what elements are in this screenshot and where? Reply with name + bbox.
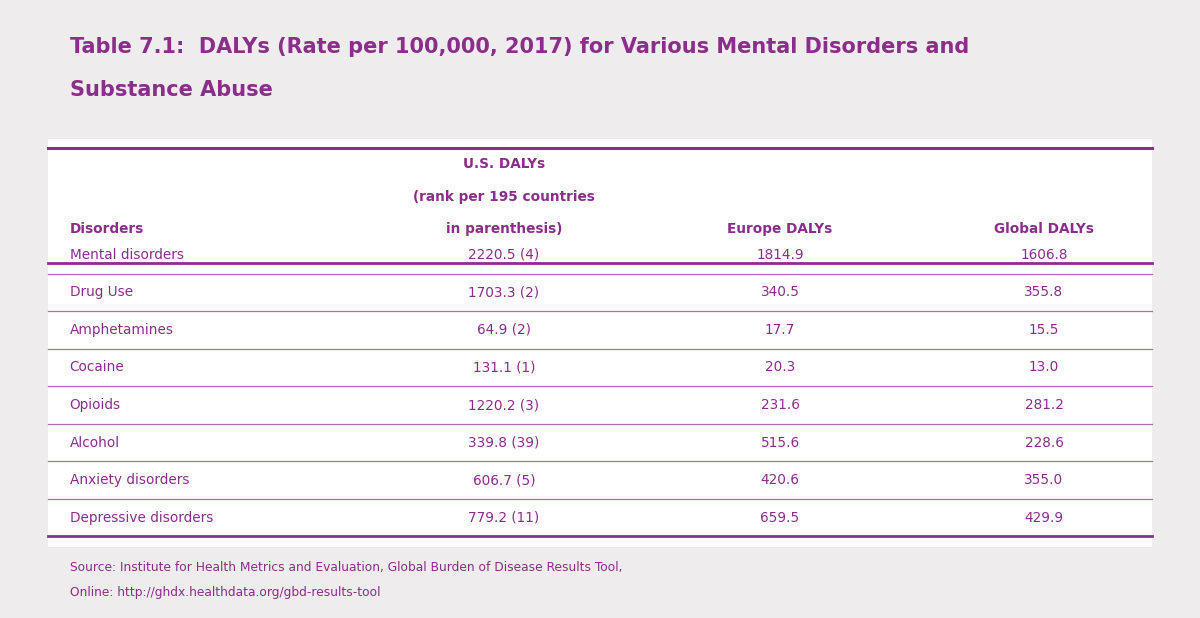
Text: Mental disorders: Mental disorders bbox=[70, 248, 184, 262]
Text: 340.5: 340.5 bbox=[761, 286, 799, 299]
Text: Drug Use: Drug Use bbox=[70, 286, 133, 299]
Text: Europe DALYs: Europe DALYs bbox=[727, 222, 833, 235]
Text: 17.7: 17.7 bbox=[764, 323, 796, 337]
Text: Disorders: Disorders bbox=[70, 222, 144, 235]
Text: Alcohol: Alcohol bbox=[70, 436, 120, 449]
Text: Opioids: Opioids bbox=[70, 398, 121, 412]
Text: 1814.9: 1814.9 bbox=[756, 248, 804, 262]
Text: 13.0: 13.0 bbox=[1028, 360, 1060, 375]
Text: 779.2 (11): 779.2 (11) bbox=[468, 510, 540, 525]
Text: 281.2: 281.2 bbox=[1025, 398, 1063, 412]
Text: Substance Abuse: Substance Abuse bbox=[70, 80, 272, 100]
Text: Anxiety disorders: Anxiety disorders bbox=[70, 473, 190, 487]
Text: 2220.5 (4): 2220.5 (4) bbox=[468, 248, 540, 262]
Text: 339.8 (39): 339.8 (39) bbox=[468, 436, 540, 449]
Text: Amphetamines: Amphetamines bbox=[70, 323, 174, 337]
Text: 606.7 (5): 606.7 (5) bbox=[473, 473, 535, 487]
Text: 515.6: 515.6 bbox=[761, 436, 799, 449]
Text: 429.9: 429.9 bbox=[1025, 510, 1063, 525]
Text: Table 7.1:  DALYs (Rate per 100,000, 2017) for Various Mental Disorders and: Table 7.1: DALYs (Rate per 100,000, 2017… bbox=[70, 37, 968, 57]
Text: in parenthesis): in parenthesis) bbox=[446, 222, 562, 235]
Text: 1703.3 (2): 1703.3 (2) bbox=[468, 286, 540, 299]
Text: Cocaine: Cocaine bbox=[70, 360, 125, 375]
Text: 15.5: 15.5 bbox=[1028, 323, 1060, 337]
Text: 131.1 (1): 131.1 (1) bbox=[473, 360, 535, 375]
Text: 231.6: 231.6 bbox=[761, 398, 799, 412]
Text: 1220.2 (3): 1220.2 (3) bbox=[468, 398, 540, 412]
Text: Depressive disorders: Depressive disorders bbox=[70, 510, 212, 525]
Text: 355.0: 355.0 bbox=[1025, 473, 1063, 487]
Text: 228.6: 228.6 bbox=[1025, 436, 1063, 449]
Text: 20.3: 20.3 bbox=[764, 360, 796, 375]
Text: 64.9 (2): 64.9 (2) bbox=[478, 323, 530, 337]
Text: 1606.8: 1606.8 bbox=[1020, 248, 1068, 262]
Text: Source: Institute for Health Metrics and Evaluation, Global Burden of Disease Re: Source: Institute for Health Metrics and… bbox=[70, 561, 622, 574]
Text: 420.6: 420.6 bbox=[761, 473, 799, 487]
Text: (rank per 195 countries: (rank per 195 countries bbox=[413, 190, 595, 203]
Text: 659.5: 659.5 bbox=[761, 510, 799, 525]
Text: Global DALYs: Global DALYs bbox=[994, 222, 1094, 235]
Text: Online: http://ghdx.healthdata.org/gbd-results-tool: Online: http://ghdx.healthdata.org/gbd-r… bbox=[70, 586, 380, 599]
Text: 355.8: 355.8 bbox=[1025, 286, 1063, 299]
Text: U.S. DALYs: U.S. DALYs bbox=[463, 158, 545, 171]
